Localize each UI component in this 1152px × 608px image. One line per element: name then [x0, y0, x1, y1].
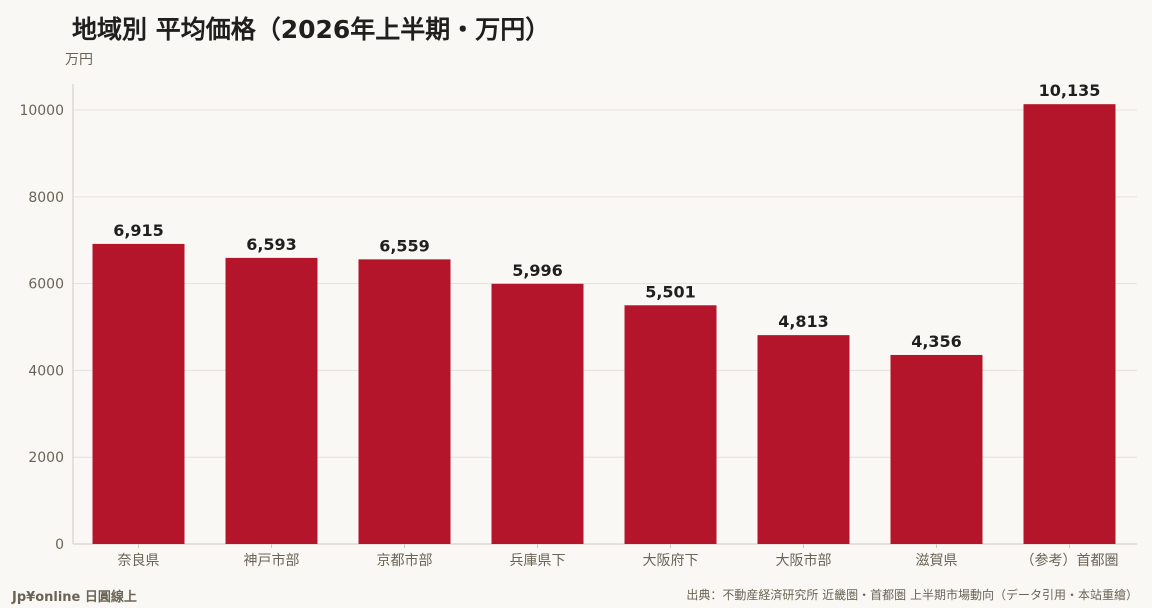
- x-tick-label: 神戸市部: [244, 552, 300, 569]
- bar-value-label: 5,996: [512, 261, 563, 280]
- x-tick-label: 京都市部: [377, 552, 433, 569]
- bar: [757, 335, 850, 544]
- y-tick-label: 2000: [28, 450, 64, 466]
- bar: [890, 354, 983, 544]
- bar-value-label: 4,813: [778, 312, 829, 331]
- y-tick-label: 10000: [19, 103, 64, 119]
- y-tick-label: 8000: [28, 190, 64, 206]
- x-tick-label: 奈良県: [118, 553, 160, 569]
- brand-credit: Jp¥online 日圓線上: [12, 590, 137, 605]
- y-tick-label: 4000: [28, 363, 64, 379]
- bar: [1023, 104, 1116, 544]
- x-tick-label: （参考）首都圏: [1021, 552, 1119, 569]
- y-axis-unit-label: 万円: [65, 52, 93, 68]
- bar-value-label: 6,915: [113, 221, 164, 240]
- bar-value-label: 6,559: [379, 236, 430, 255]
- bar-value-label: 5,501: [645, 282, 696, 301]
- x-tick-label: 大阪府下: [643, 553, 699, 569]
- bar: [491, 283, 584, 544]
- bar: [92, 243, 185, 544]
- x-tick-label: 滋賀県: [916, 553, 958, 569]
- y-tick-label: 0: [55, 537, 64, 553]
- bar-value-label: 10,135: [1039, 81, 1101, 100]
- y-tick-label: 6000: [28, 277, 64, 293]
- x-tick-label: 大阪市部: [776, 552, 832, 569]
- x-tick-label: 兵庫県下: [510, 552, 566, 569]
- bar: [225, 257, 318, 544]
- bar-value-label: 6,593: [246, 235, 297, 254]
- source-note: 出典：不動産経済研究所 近畿圏・首都圏 上半期市場動向（データ引用・本站重繪）: [686, 588, 1138, 602]
- bar: [624, 305, 717, 544]
- bar: [358, 259, 451, 544]
- bar-value-label: 4,356: [911, 332, 962, 351]
- chart-title: 地域別 平均価格（2026年上半期・万円）: [72, 15, 551, 44]
